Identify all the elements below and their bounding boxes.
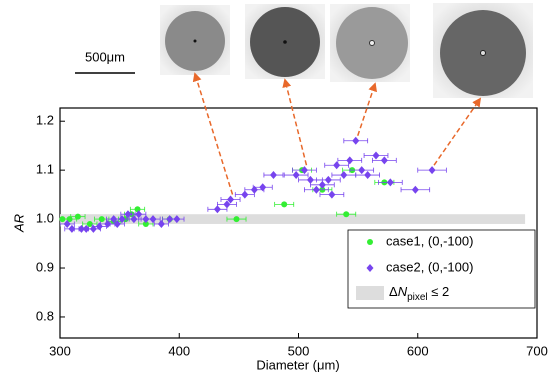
legend-label-part: pixel <box>407 292 428 303</box>
point <box>135 210 143 219</box>
point <box>68 224 76 233</box>
point <box>364 171 372 180</box>
y-tick-label: 1.1 <box>36 162 54 177</box>
legend-label: case2, (0,-100) <box>386 259 473 274</box>
point <box>124 210 132 219</box>
point <box>173 215 181 224</box>
x-tick-label: 500 <box>288 343 310 358</box>
arrow <box>433 97 482 166</box>
point <box>333 161 341 170</box>
y-tick-label: 1.0 <box>36 211 54 226</box>
point <box>241 190 249 199</box>
point <box>281 201 288 208</box>
x-axis-label: Diameter (μm) <box>256 357 339 372</box>
point <box>250 185 258 194</box>
point <box>306 175 314 184</box>
point <box>74 213 81 220</box>
point <box>259 183 267 192</box>
point <box>157 219 165 228</box>
point <box>130 215 138 224</box>
point <box>269 171 277 180</box>
band <box>60 214 526 224</box>
point <box>227 195 235 204</box>
x-tick-label: 600 <box>407 343 429 358</box>
scale-bar-label: 500μm <box>85 49 125 64</box>
point <box>380 156 388 165</box>
droplet-center <box>480 50 486 56</box>
arrow <box>282 78 308 166</box>
y-tick-label: 0.8 <box>36 308 54 323</box>
point <box>343 211 350 218</box>
point <box>328 190 336 199</box>
point <box>352 136 360 145</box>
point <box>300 166 308 175</box>
point <box>213 205 221 214</box>
arrow <box>357 82 377 137</box>
legend-label: case1, (0,-100) <box>386 233 473 248</box>
point <box>324 175 332 184</box>
point <box>346 156 354 165</box>
point <box>104 219 112 228</box>
legend-label: ΔNpixel ≤ 2 <box>389 284 449 302</box>
point <box>358 166 366 175</box>
x-tick-label: 400 <box>168 343 190 358</box>
legend-marker <box>367 239 373 245</box>
droplet-center <box>283 40 287 44</box>
legend: case1, (0,-100) case2, (0,-100) ΔNpixel ≤ … <box>347 229 536 309</box>
arrow <box>192 72 234 195</box>
point <box>95 222 103 231</box>
point <box>428 166 436 175</box>
point <box>149 215 157 224</box>
legend-swatch <box>356 286 384 300</box>
legend-label-part: Δ <box>389 284 398 299</box>
point <box>312 185 320 194</box>
y-tick-label: 0.9 <box>36 259 54 274</box>
point <box>89 224 97 233</box>
x-tick-label: 700 <box>526 343 548 358</box>
legend-label-part: N <box>398 284 408 299</box>
droplet-center <box>193 39 197 43</box>
point <box>63 219 71 228</box>
x-tick-label: 300 <box>49 343 71 358</box>
legend-label-part: ≤ 2 <box>428 284 450 299</box>
legend-marker <box>366 264 374 272</box>
point <box>386 178 394 187</box>
point <box>233 216 240 223</box>
point <box>86 220 93 227</box>
point <box>340 171 348 180</box>
y-axis-label: AR <box>11 214 26 233</box>
droplet-center <box>369 40 375 46</box>
point <box>98 216 105 223</box>
y-tick-label: 1.2 <box>36 113 54 128</box>
point <box>118 215 126 224</box>
point <box>318 180 326 189</box>
point <box>110 215 118 224</box>
point <box>142 220 149 227</box>
point <box>411 185 419 194</box>
point <box>223 200 231 209</box>
inset-images: 500μm <box>75 3 533 98</box>
point <box>292 171 300 180</box>
point <box>372 151 380 160</box>
point <box>113 219 121 228</box>
